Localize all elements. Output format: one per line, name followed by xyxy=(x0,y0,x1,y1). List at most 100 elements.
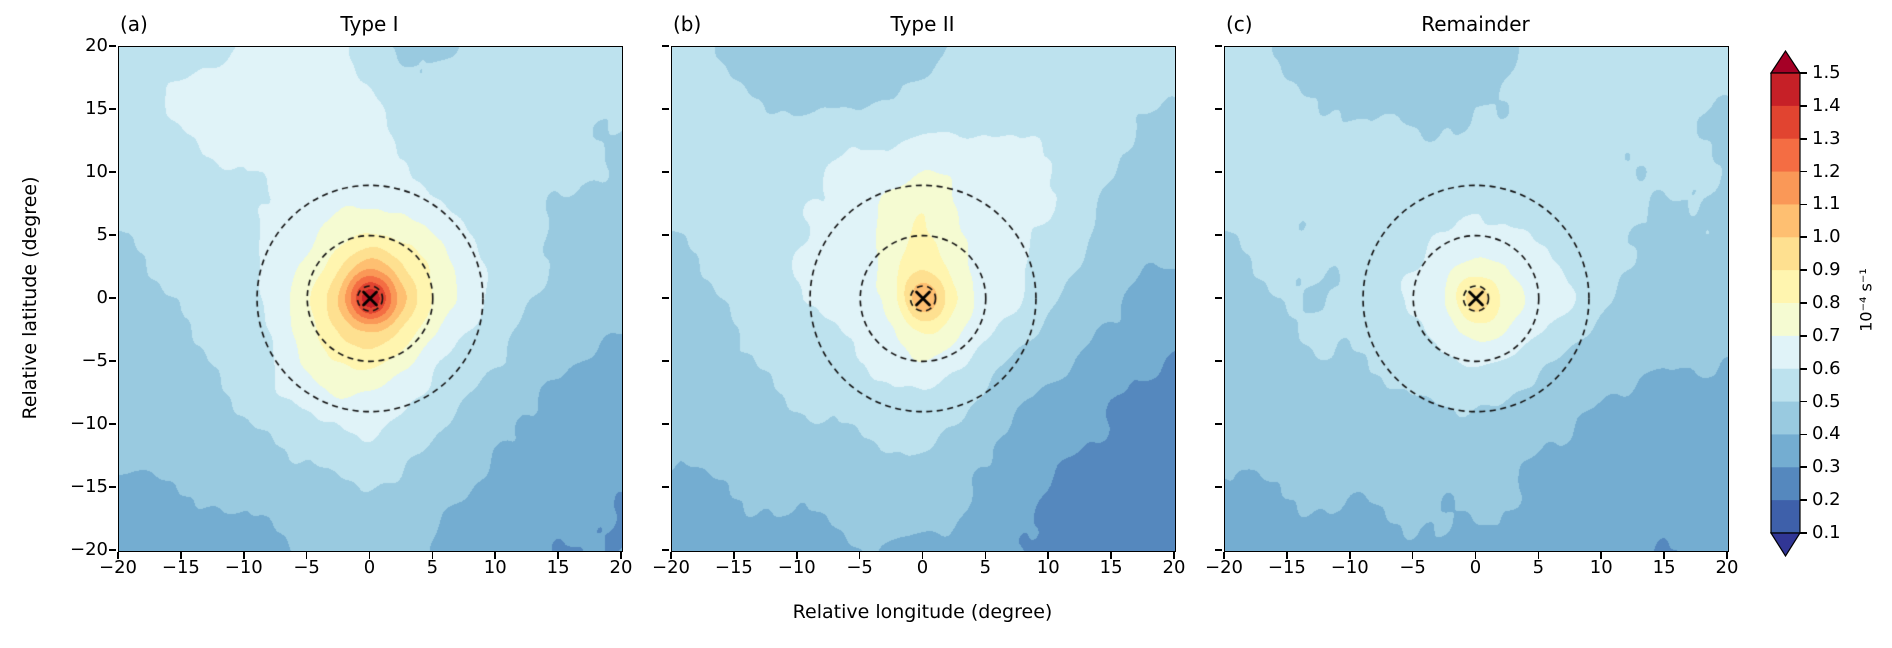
x-tick-mark xyxy=(557,552,559,559)
colorbar-tick-mark xyxy=(1800,466,1807,469)
y-tick-mark xyxy=(662,423,669,425)
colorbar-tick-label: 1.5 xyxy=(1812,62,1841,83)
colorbar-tick-mark xyxy=(1800,269,1807,271)
y-tick-mark xyxy=(109,549,116,551)
x-tick-label: 15 xyxy=(546,557,570,578)
x-tick-mark xyxy=(1223,552,1225,559)
colorbar-tick-label: 1.1 xyxy=(1812,193,1841,215)
x-tick-mark xyxy=(305,552,308,559)
x-tick-label: 10 xyxy=(483,557,507,578)
x-tick-label: −15 xyxy=(714,557,753,578)
colorbar-tick-mark xyxy=(1800,335,1807,337)
colorbar-tick-label: 0.9 xyxy=(1812,259,1841,281)
x-tick-mark xyxy=(1474,552,1477,559)
x-tick-mark xyxy=(1726,552,1728,559)
x-tick-mark xyxy=(1537,552,1540,559)
y-tick-label: 0 xyxy=(96,287,108,308)
y-tick-mark xyxy=(662,171,669,173)
colorbar-tick-mark xyxy=(1800,105,1807,107)
y-axis-label: Relative latitude (degree) xyxy=(19,176,41,420)
x-tick-label: −10 xyxy=(1330,557,1369,578)
x-tick-mark xyxy=(984,552,987,559)
panel-c-title: Remainder xyxy=(1421,12,1530,36)
y-tick-mark xyxy=(109,45,116,47)
colorbar-tick-label: 0.7 xyxy=(1812,324,1841,346)
y-tick-mark xyxy=(662,360,669,362)
colorbar-tick-mark xyxy=(1800,499,1807,501)
y-tick-mark xyxy=(1215,234,1222,236)
x-tick-label: 15 xyxy=(1099,557,1123,578)
y-tick-mark xyxy=(662,297,669,299)
colorbar-tick-label: 1.4 xyxy=(1812,94,1841,116)
y-tick-label: 15 xyxy=(85,98,108,119)
colorbar-tick-label: 0.4 xyxy=(1812,423,1841,445)
x-tick-mark xyxy=(670,552,672,559)
x-tick-label: −20 xyxy=(99,557,137,578)
x-tick-label: 20 xyxy=(609,557,633,578)
colorbar-tick-mark xyxy=(1800,203,1807,206)
y-tick-mark xyxy=(109,171,116,173)
y-tick-mark xyxy=(662,549,669,551)
colorbar-tick-label: 1.3 xyxy=(1812,127,1841,149)
x-tick-mark xyxy=(733,552,735,559)
x-tick-label: −20 xyxy=(1205,557,1243,578)
x-tick-mark xyxy=(921,552,924,559)
x-tick-mark xyxy=(1110,552,1112,559)
colorbar-tick-mark xyxy=(1800,532,1807,534)
x-tick-label: −20 xyxy=(652,557,690,578)
colorbar-tick-mark xyxy=(1800,400,1807,403)
x-tick-mark xyxy=(1411,552,1414,559)
y-tick-mark xyxy=(109,360,116,362)
x-tick-mark xyxy=(620,552,622,559)
colorbar-tick-mark xyxy=(1800,72,1807,74)
y-tick-mark xyxy=(1215,486,1222,488)
x-tick-label: 5 xyxy=(979,557,992,578)
colorbar-tick-mark xyxy=(1800,137,1807,140)
y-tick-mark xyxy=(109,297,116,299)
panel-b-title: Type II xyxy=(890,12,955,36)
y-tick-label: 20 xyxy=(85,35,108,56)
panel-b-contour-canvas xyxy=(672,47,1175,551)
colorbar-tick-label: 1.2 xyxy=(1812,160,1841,182)
x-tick-label: −10 xyxy=(224,557,263,578)
x-tick-label: 15 xyxy=(1652,557,1676,578)
panel-c-plot xyxy=(1224,46,1729,552)
colorbar-tick-mark xyxy=(1800,367,1807,370)
y-tick-mark xyxy=(109,486,116,488)
x-tick-label: −5 xyxy=(846,557,873,578)
x-tick-mark xyxy=(795,552,798,559)
x-tick-mark xyxy=(1286,552,1288,559)
colorbar-tick-label: 0.1 xyxy=(1812,522,1841,543)
colorbar-tick-mark xyxy=(1800,170,1807,173)
x-tick-label: 20 xyxy=(1162,557,1186,578)
colorbar-tick-label: 0.5 xyxy=(1812,390,1841,412)
x-tick-label: 5 xyxy=(1532,557,1545,578)
x-tick-mark xyxy=(117,552,119,559)
x-tick-label: 5 xyxy=(426,557,439,578)
colorbar-scale xyxy=(1770,50,1802,558)
panel-c-letter: (c) xyxy=(1226,12,1253,36)
y-tick-mark xyxy=(1215,549,1222,551)
y-tick-label: −5 xyxy=(81,350,108,371)
x-tick-mark xyxy=(242,552,245,559)
x-tick-label: 0 xyxy=(1469,557,1482,578)
y-tick-mark xyxy=(662,234,669,236)
y-tick-mark xyxy=(109,108,116,110)
x-tick-label: −5 xyxy=(1399,557,1426,578)
x-tick-mark xyxy=(1663,552,1665,559)
y-tick-mark xyxy=(662,45,669,47)
x-tick-label: −15 xyxy=(1267,557,1306,578)
y-tick-mark xyxy=(109,423,116,425)
panel-c-contour-canvas xyxy=(1225,47,1728,551)
x-tick-label: 20 xyxy=(1715,557,1739,578)
colorbar-tick-mark xyxy=(1800,302,1807,304)
panel-b-plot xyxy=(671,46,1176,552)
y-tick-mark xyxy=(109,234,116,236)
y-tick-mark xyxy=(1215,171,1222,173)
panel-a-contour-canvas xyxy=(119,47,622,551)
x-tick-label: −5 xyxy=(293,557,320,578)
y-tick-label: −15 xyxy=(70,476,108,497)
y-tick-mark xyxy=(1215,297,1222,299)
colorbar-tick-label: 0.8 xyxy=(1812,292,1841,313)
y-tick-mark xyxy=(1215,423,1222,425)
